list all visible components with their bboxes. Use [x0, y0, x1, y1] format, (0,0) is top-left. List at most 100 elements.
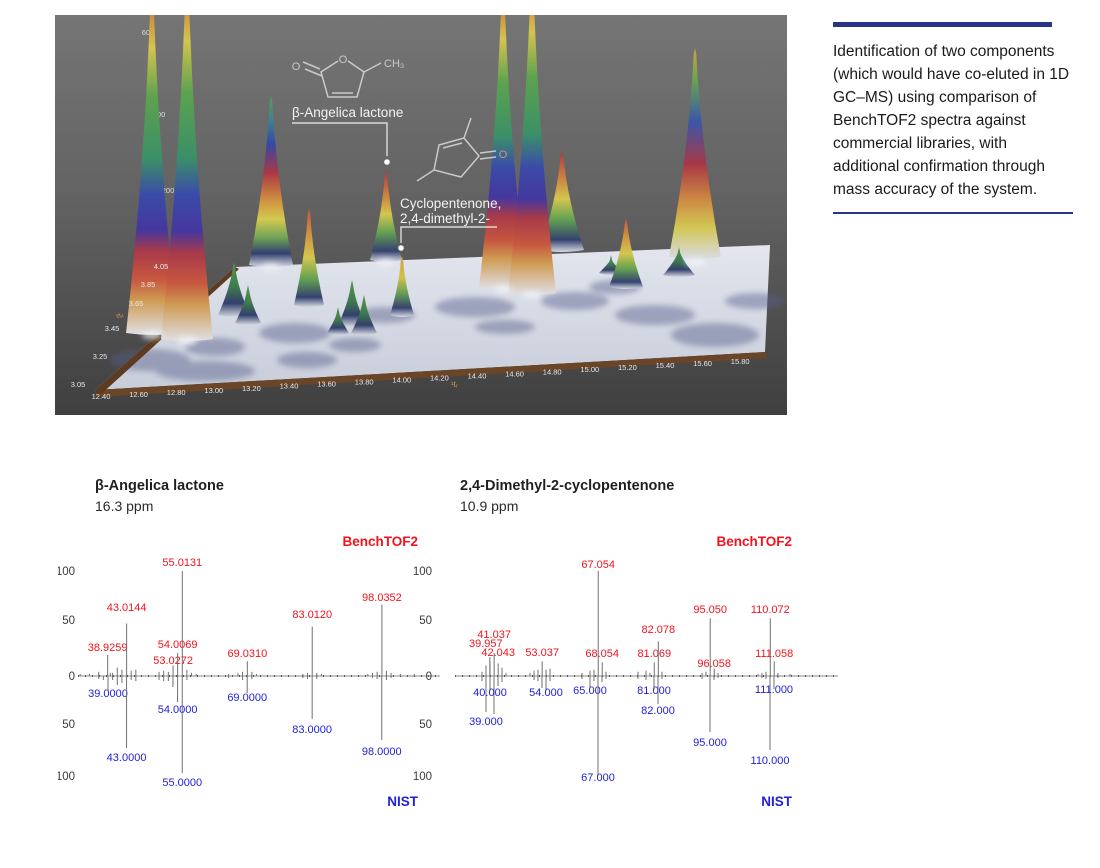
peak-mass-label-bottom: 39.000 — [469, 716, 503, 728]
annotation-angelica-lactone: β-Angelica lactone — [292, 105, 403, 165]
peak-mass-label-bottom: 95.000 — [693, 737, 727, 749]
x-tick-label: 13.00 — [204, 386, 223, 395]
spectrum2-title: 2,4-Dimethyl-2-cyclopentenone — [460, 478, 675, 494]
x-tick-label: 14.60 — [505, 369, 524, 378]
peak-mass-label-top: 111.058 — [755, 648, 793, 660]
peak-mass-label-top: 53.0272 — [153, 655, 193, 667]
spectrum1-bottom-library-label: NIST — [387, 794, 418, 809]
gcxgc-3d-surface-image: 600400200 12.4012.6012.8013.0013.2013.40… — [55, 15, 787, 415]
peak-mass-label-bottom: 54.0000 — [158, 704, 198, 716]
chromatogram-peak — [609, 218, 643, 289]
chromatogram-peak — [327, 307, 349, 335]
peak-mass-label-bottom: 43.0000 — [107, 752, 147, 764]
peak-mass-label-bottom: 81.000 — [637, 685, 671, 697]
chromatogram-peak — [370, 170, 402, 262]
peak-mass-label-top: 83.0120 — [292, 609, 332, 621]
x-tick-label: 13.20 — [242, 384, 261, 393]
y-tick-label: 4.05 — [154, 262, 169, 271]
spectrum-y-axis-label: 100 — [58, 566, 75, 578]
y-axis-title: ²tᵣ — [115, 310, 126, 321]
y-tick-label: 3.45 — [105, 324, 120, 333]
peak-mass-label-top: 39.957 — [469, 638, 503, 650]
x-tick-label: 14.80 — [543, 367, 562, 376]
x-tick-label: 12.60 — [129, 390, 148, 399]
peak-mass-label-bottom: 55.0000 — [162, 777, 202, 789]
spectrum-y-axis-label: 100 — [413, 771, 432, 783]
annotation-angelica-leader-line — [292, 122, 388, 156]
cyclopentenone-carbonyl-oxygen: O — [499, 149, 508, 161]
peak-mass-label-bottom: 40.000 — [473, 687, 507, 699]
peak-mass-label-top: 96.058 — [697, 658, 731, 670]
peak-mass-label-top: 82.078 — [641, 624, 675, 636]
cyclopentenone-structure — [416, 117, 497, 182]
peak-mass-label-bottom: 110.000 — [751, 755, 790, 767]
peak-mass-label-top: 43.0144 — [107, 602, 147, 614]
peak-mass-label-top: 67.054 — [581, 559, 615, 571]
z-tick-label: 600 — [142, 28, 155, 37]
z-tick-label: 200 — [162, 186, 175, 195]
peak-mass-label-top: 68.054 — [585, 648, 619, 660]
chromatogram-peak — [540, 150, 584, 252]
chromatogram-peaks — [126, 15, 721, 341]
peak-mass-label-bottom: 39.0000 — [88, 688, 128, 700]
annotation-cyclopentenone-text-2: 2,4-dimethyl-2- — [400, 211, 490, 226]
peak-mass-label-top: 98.0352 — [362, 592, 402, 604]
chromatogram-peak — [479, 15, 527, 289]
peak-mass-label-top: 42.043 — [481, 647, 515, 659]
lactone-ring-oxygen: O — [339, 54, 348, 66]
x-tick-label: 13.80 — [355, 378, 374, 387]
spectrum-y-axis-label: 100 — [58, 771, 75, 783]
peak-base-glints — [142, 258, 705, 345]
spectrum2-top-library-label: BenchTOF2 — [716, 534, 792, 549]
peak-mass-label-bottom: 67.000 — [581, 772, 615, 784]
x-tick-label: 15.40 — [656, 361, 675, 370]
spectrum-y-axis-label: 0 — [426, 671, 432, 683]
peak-mass-label-top: 95.050 — [693, 604, 727, 616]
sidebar-top-rule — [833, 22, 1052, 27]
spectrum1-title: β-Angelica lactone — [95, 478, 224, 494]
peak-mass-label-top: 53.037 — [525, 647, 559, 659]
peak-mass-label-top: 54.0069 — [158, 639, 198, 651]
x-tick-label: 14.20 — [430, 373, 449, 382]
chromatogram-peak — [126, 15, 178, 335]
lactone-methyl-label: CH₃ — [384, 58, 404, 70]
second-dimension-rt-axis-labels: 3.05 3.25 3.45 3.65 3.85 4.05 ²tᵣ — [71, 262, 169, 389]
spectrum1-ppm: 16.3 ppm — [95, 498, 154, 514]
spectrum-y-axis-label: 50 — [62, 719, 75, 731]
annotation-cyclopentenone: Cyclopentenone, 2,4-dimethyl-2- — [398, 196, 501, 251]
x-tick-label: 15.80 — [731, 357, 750, 366]
chromatogram-peak — [161, 15, 213, 341]
sidebar-paragraph: Identification of two components (which … — [833, 43, 1070, 198]
x-axis-bar — [95, 352, 767, 397]
spectrum1-top-library-label: BenchTOF2 — [342, 534, 418, 549]
chromatogram-peak — [235, 285, 261, 325]
peak-mass-label-bottom: 111.000 — [755, 684, 793, 696]
y-tick-label: 3.25 — [93, 352, 108, 361]
x-tick-label: 13.40 — [280, 382, 299, 391]
chromatogram-peak — [218, 262, 250, 317]
peak-mass-label-top: 69.0310 — [227, 648, 267, 660]
annotation-cyclopentenone-marker-dot — [398, 245, 404, 251]
x-axis-title: ¹tᵣ — [451, 380, 458, 389]
peak-mass-label-top: 41.037 — [477, 629, 511, 641]
spectrum2-ppm: 10.9 ppm — [460, 498, 519, 514]
chromatogram-peak — [294, 208, 324, 307]
chromatogram-peak — [351, 295, 377, 335]
peak-mass-label-bottom: 65.000 — [573, 685, 607, 697]
angelica-lactone-structure — [302, 60, 382, 98]
chromatogram-peak — [669, 48, 721, 259]
x-tick-label: 12.80 — [167, 388, 186, 397]
peak-mass-label-bottom: 83.0000 — [292, 724, 332, 736]
x-tick-label: 15.60 — [693, 359, 712, 368]
chromatogram-peak — [663, 247, 695, 277]
x-tick-label: 12.40 — [92, 392, 111, 401]
spectrum1-head-to-tail-plot: 100 50 0 50 100 38.9259 43.0144 53.0272 54.0069 5… — [58, 557, 440, 789]
sidebar-callout: Identification of two components (which … — [833, 22, 1075, 214]
chromatogram-peak — [390, 256, 414, 317]
spectrum-y-axis-label: 0 — [69, 671, 75, 683]
spectrum-y-axis-label: 50 — [419, 719, 432, 731]
chromatogram-peak — [249, 96, 293, 267]
x-tick-label: 15.20 — [618, 363, 637, 372]
annotation-cyclopentenone-leader-line — [400, 226, 497, 243]
